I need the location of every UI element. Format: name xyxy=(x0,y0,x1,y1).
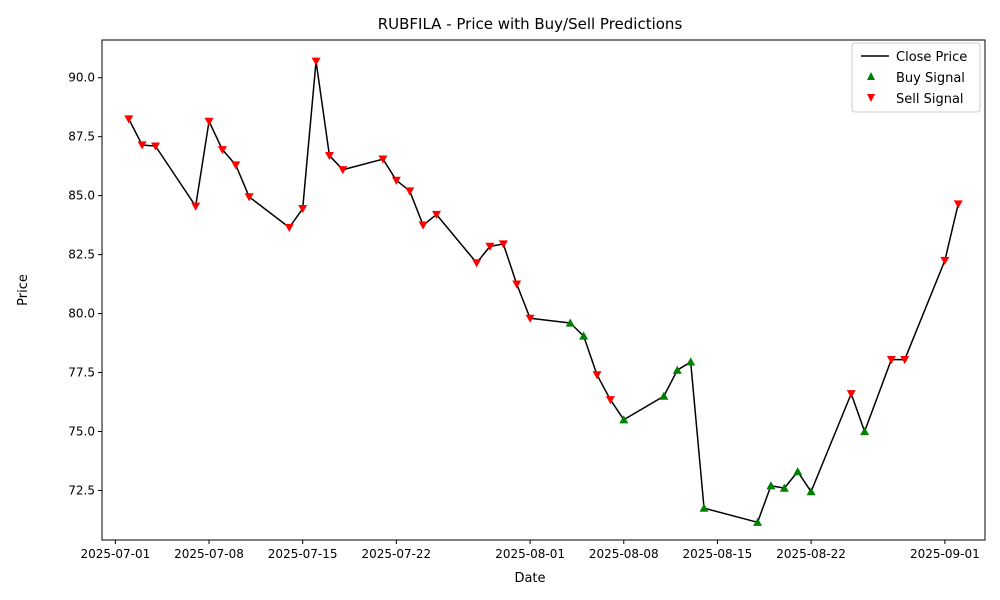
sell-signal-marker xyxy=(124,115,134,124)
sell-signal-marker xyxy=(204,117,214,126)
legend: Close Price Buy Signal Sell Signal xyxy=(851,42,981,113)
sell-signal-marker xyxy=(231,161,241,170)
buy-signal-marker xyxy=(860,427,870,436)
axes-frame xyxy=(101,39,986,541)
legend-sell-marker xyxy=(867,94,875,102)
sell-signal-marker xyxy=(244,193,254,202)
x-axis: 2025-07-01 2025-07-08 2025-07-15 2025-07-22… xyxy=(81,540,980,561)
x-tick-label: 2025-08-01 xyxy=(495,547,565,561)
sell-signal-marker xyxy=(324,151,334,161)
sell-signal-marker xyxy=(338,166,348,175)
buy-signal-marker xyxy=(806,487,816,496)
legend-label-sell-signal: Sell Signal xyxy=(896,92,964,107)
sell-signal-marker xyxy=(953,200,963,209)
y-tick-label: 90.0 xyxy=(68,71,95,85)
legend-label-close-price: Close Price xyxy=(896,50,967,65)
sell-signal-marker xyxy=(485,242,495,251)
y-tick-label: 77.5 xyxy=(68,366,95,380)
sell-signal-marker xyxy=(498,240,508,249)
sell-signal-marker xyxy=(886,355,896,365)
x-tick-label: 2025-07-22 xyxy=(361,547,431,561)
buy-signal-marker xyxy=(565,318,575,327)
legend-box xyxy=(851,42,981,113)
sell-signal-marker xyxy=(405,187,415,196)
buy-signal-marker xyxy=(753,517,763,526)
sell-signal-marker xyxy=(472,259,482,268)
y-axis-label: Price xyxy=(16,274,31,306)
sell-signal-marker xyxy=(217,146,227,155)
x-tick-label: 2025-07-01 xyxy=(81,547,151,561)
buy-signal-marker xyxy=(793,467,803,476)
buy-signal-marker xyxy=(579,331,589,340)
x-tick-label: 2025-08-15 xyxy=(683,547,753,561)
sell-signal-marker xyxy=(311,57,321,66)
sell-signal-marker xyxy=(940,256,950,266)
x-tick-label: 2025-08-22 xyxy=(776,547,846,561)
sell-signal-marker xyxy=(418,221,428,230)
sell-signal-marker xyxy=(284,223,294,232)
sell-signal-marker xyxy=(525,314,535,323)
buy-signal-marker xyxy=(766,481,776,490)
sell-signal-marker xyxy=(512,280,522,289)
sell-signal-marker xyxy=(378,155,388,164)
sell-signal-marker xyxy=(191,202,201,211)
buy-signal-marker xyxy=(672,365,682,374)
sell-signal-marker xyxy=(151,142,161,151)
chart-title: RUBFILA - Price with Buy/Sell Prediction… xyxy=(378,15,683,33)
legend-buy-marker xyxy=(867,72,875,80)
y-axis: 72.5 75.0 77.5 80.0 82.5 85.0 87.5 90.0 xyxy=(68,71,102,497)
y-tick-label: 85.0 xyxy=(68,189,95,203)
legend-label-buy-signal: Buy Signal xyxy=(896,71,965,86)
y-tick-label: 75.0 xyxy=(68,425,95,439)
y-tick-label: 82.5 xyxy=(68,248,95,262)
buy-signal-marker xyxy=(779,483,789,492)
buy-signal-marker xyxy=(619,415,629,424)
sell-signal-marker xyxy=(298,205,308,214)
sell-signal-marker xyxy=(605,396,615,405)
x-tick-label: 2025-08-08 xyxy=(589,547,659,561)
sell-signal-marker xyxy=(431,210,441,220)
plot-area xyxy=(124,57,963,526)
buy-signal-marker xyxy=(686,357,696,366)
buy-signal-marker xyxy=(659,391,669,400)
sell-signal-marker xyxy=(900,355,910,365)
y-tick-label: 87.5 xyxy=(68,130,95,144)
x-tick-label: 2025-07-15 xyxy=(268,547,338,561)
sell-signal-marker xyxy=(391,176,401,185)
sell-signal-marker xyxy=(846,390,856,399)
buy-signal-marker xyxy=(699,503,709,512)
x-tick-label: 2025-09-01 xyxy=(910,547,980,561)
sell-signal-marker xyxy=(592,371,602,380)
x-axis-label: Date xyxy=(514,571,545,586)
x-tick-label: 2025-07-08 xyxy=(174,547,244,561)
y-tick-label: 72.5 xyxy=(68,483,95,497)
sell-signal-marker xyxy=(137,141,147,150)
y-tick-label: 80.0 xyxy=(68,307,95,321)
